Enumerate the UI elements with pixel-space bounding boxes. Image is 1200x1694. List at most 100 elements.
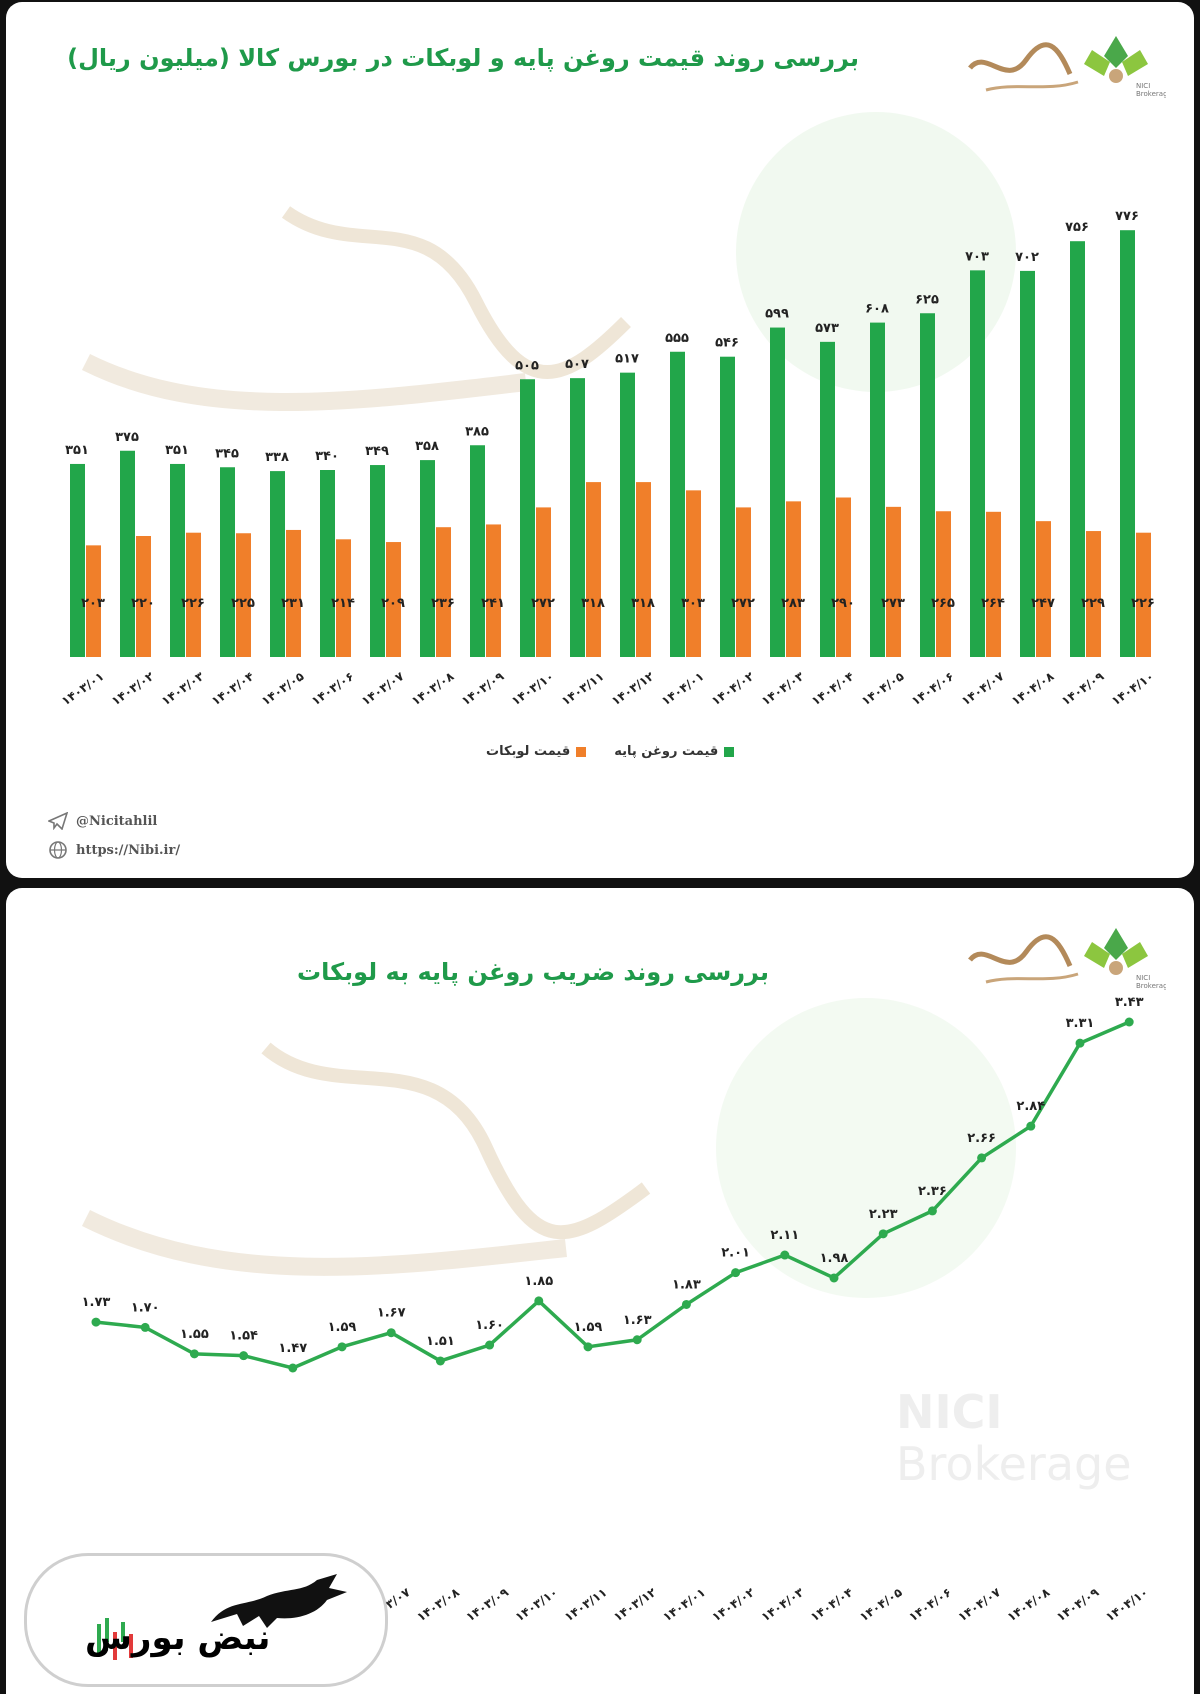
bar-label-base-oil: ۳۷۵ bbox=[115, 430, 139, 445]
ratio-label: ۱.۵۴ bbox=[229, 1329, 258, 1344]
ratio-point bbox=[534, 1296, 544, 1306]
bar-label-lubcut: ۲۲۹ bbox=[1081, 596, 1105, 611]
ratio-label: ۱.۷۳ bbox=[82, 1295, 111, 1310]
ratio-point bbox=[435, 1356, 445, 1366]
ratio-label: ۱.۵۹ bbox=[574, 1320, 603, 1335]
bar-label-lubcut: ۲۷۲ bbox=[731, 596, 755, 611]
x-tick-label: ۱۴۰۴/۰۲ bbox=[709, 669, 757, 709]
footer-telegram[interactable]: @Nicitahlil bbox=[48, 812, 157, 830]
bar-label-base-oil: ۳۴۵ bbox=[215, 446, 239, 461]
top-watermark bbox=[81, 112, 1016, 411]
bar-lubcut bbox=[836, 497, 851, 657]
ticker-bars-icon bbox=[97, 1618, 133, 1660]
x-tick-label: ۱۴۰۴/۰۵ bbox=[859, 669, 907, 708]
logo-caption-2: Brokerage bbox=[1136, 90, 1166, 98]
x-tick-label: ۱۴۰۳/۱۱ bbox=[562, 1585, 610, 1624]
nici-logo-bottom: NICI Brokerage bbox=[968, 928, 1166, 990]
x-tick-label: ۱۴۰۳/۱۲ bbox=[609, 669, 657, 709]
ratio-point bbox=[485, 1340, 495, 1350]
calligraphy-logo bbox=[968, 42, 1073, 75]
ratio-label: ۱.۹۸ bbox=[820, 1251, 849, 1266]
bar-lubcut bbox=[1086, 531, 1101, 657]
svg-text:NICI: NICI bbox=[896, 1385, 1003, 1439]
bar-label-base-oil: ۳۵۸ bbox=[415, 439, 439, 454]
x-tick-label: ۱۴۰۳/۰۹ bbox=[463, 1585, 511, 1625]
ratio-point bbox=[1026, 1121, 1036, 1131]
x-tick-label: ۱۴۰۳/۰۲ bbox=[109, 669, 157, 709]
x-tick-label: ۱۴۰۳/۰۴ bbox=[209, 669, 257, 708]
ratio-point bbox=[337, 1342, 347, 1352]
bar-base-oil bbox=[1070, 241, 1085, 657]
logo-caption-bottom-1: NICI bbox=[1136, 974, 1150, 982]
bar-base-oil bbox=[1020, 270, 1035, 657]
bar-base-oil bbox=[870, 322, 885, 657]
bar-lubcut bbox=[686, 490, 701, 657]
ratio-point bbox=[977, 1153, 987, 1163]
bar-base-oil bbox=[920, 313, 935, 657]
ratio-point bbox=[189, 1349, 199, 1359]
bar-label-base-oil: ۳۵۱ bbox=[65, 443, 89, 458]
ratio-label: ۲.۲۳ bbox=[869, 1207, 898, 1222]
bar-base-oil bbox=[570, 378, 585, 657]
badge-text: نبض بورس bbox=[85, 1618, 271, 1658]
logo-caption-1: NICI bbox=[1136, 82, 1150, 90]
ratio-point bbox=[731, 1268, 741, 1278]
ratio-point bbox=[386, 1328, 396, 1338]
bar-base-oil bbox=[520, 379, 535, 657]
x-tick-label: ۱۴۰۴/۱۰ bbox=[1109, 669, 1157, 708]
x-tick-label: ۱۴۰۳/۰۸ bbox=[409, 669, 457, 709]
ratio-label: ۱.۸۳ bbox=[672, 1277, 701, 1292]
bar-chart: ۳۵۱ ۲۰۳ ۱۴۰۳/۰۱ ۳۷۵ ۲۲۰ ۱۴۰۳/۰۲ ۳۵۱ ۲۲۶ ۱۴۰۳/۰۳ ۳… bbox=[59, 209, 1157, 709]
legend-swatch-orange bbox=[576, 746, 587, 757]
bottom-chart-panel: NICI Brokerage بررسی روند ضریب روغن پایه… bbox=[6, 888, 1194, 1694]
bottom-watermark: NICI Brokerage bbox=[81, 998, 1132, 1491]
bar-lubcut bbox=[536, 507, 551, 657]
footer-website[interactable]: https://Nibi.ir/ bbox=[48, 840, 180, 860]
nici-logo: NICI Brokerage bbox=[968, 36, 1166, 98]
ratio-label: ۳.۴۳ bbox=[1115, 995, 1144, 1010]
nabz-bourse-badge[interactable]: نبض بورس bbox=[24, 1553, 388, 1687]
ratio-point bbox=[927, 1206, 937, 1216]
bar-label-lubcut: ۲۸۳ bbox=[781, 596, 805, 611]
bar-lubcut bbox=[436, 527, 451, 657]
bar-lubcut bbox=[1136, 532, 1151, 657]
bar-label-lubcut: ۲۶۵ bbox=[931, 596, 955, 611]
lotus-logo-icon bbox=[1084, 928, 1148, 975]
bar-base-oil bbox=[420, 460, 435, 657]
calligraphy-logo-bottom bbox=[968, 934, 1073, 967]
bar-label-base-oil: ۳۳۸ bbox=[265, 450, 289, 465]
ratio-point bbox=[583, 1342, 593, 1352]
legend-swatch-green bbox=[724, 746, 735, 757]
bar-base-oil bbox=[270, 471, 285, 657]
chart-legend: قیمت روغن پایه قیمت لوبکات bbox=[486, 744, 735, 759]
ratio-label: ۱.۶۷ bbox=[377, 1306, 406, 1321]
x-tick-label: ۱۴۰۴/۰۱ bbox=[659, 669, 707, 708]
bar-base-oil bbox=[470, 445, 485, 657]
legend-item-base-oil: قیمت روغن پایه bbox=[614, 744, 735, 759]
bull-icon bbox=[211, 1574, 347, 1628]
bar-base-oil bbox=[1120, 230, 1135, 657]
bar-base-oil bbox=[370, 465, 385, 657]
x-tick-label: ۱۴۰۴/۰۴ bbox=[808, 1585, 856, 1624]
x-tick-label: ۱۴۰۴/۰۳ bbox=[759, 1585, 807, 1625]
x-tick-label: ۱۴۰۴/۰۱ bbox=[660, 1585, 708, 1624]
bar-label-base-oil: ۵۵۵ bbox=[665, 331, 689, 346]
bar-base-oil bbox=[620, 372, 635, 657]
ratio-point bbox=[780, 1250, 790, 1260]
bar-lubcut bbox=[286, 529, 301, 657]
x-tick-label: ۱۴۰۳/۱۱ bbox=[559, 669, 607, 708]
x-tick-label: ۱۴۰۳/۱۰ bbox=[513, 1585, 561, 1624]
bar-lubcut bbox=[786, 501, 801, 657]
ratio-point bbox=[681, 1299, 691, 1309]
ratio-point bbox=[288, 1363, 298, 1373]
bar-base-oil bbox=[170, 463, 185, 657]
ratio-point bbox=[829, 1273, 839, 1283]
bar-base-oil bbox=[820, 341, 835, 657]
x-tick-label: ۱۴۰۴/۰۶ bbox=[909, 669, 957, 708]
website-url: https://Nibi.ir/ bbox=[76, 842, 181, 858]
bar-lubcut bbox=[386, 542, 401, 657]
bar-label-lubcut: ۲۳۱ bbox=[281, 596, 305, 611]
bar-label-base-oil: ۵۹۹ bbox=[765, 307, 789, 322]
ratio-label: ۲.۰۱ bbox=[721, 1246, 750, 1261]
bar-label-lubcut: ۳۱۸ bbox=[631, 596, 655, 611]
